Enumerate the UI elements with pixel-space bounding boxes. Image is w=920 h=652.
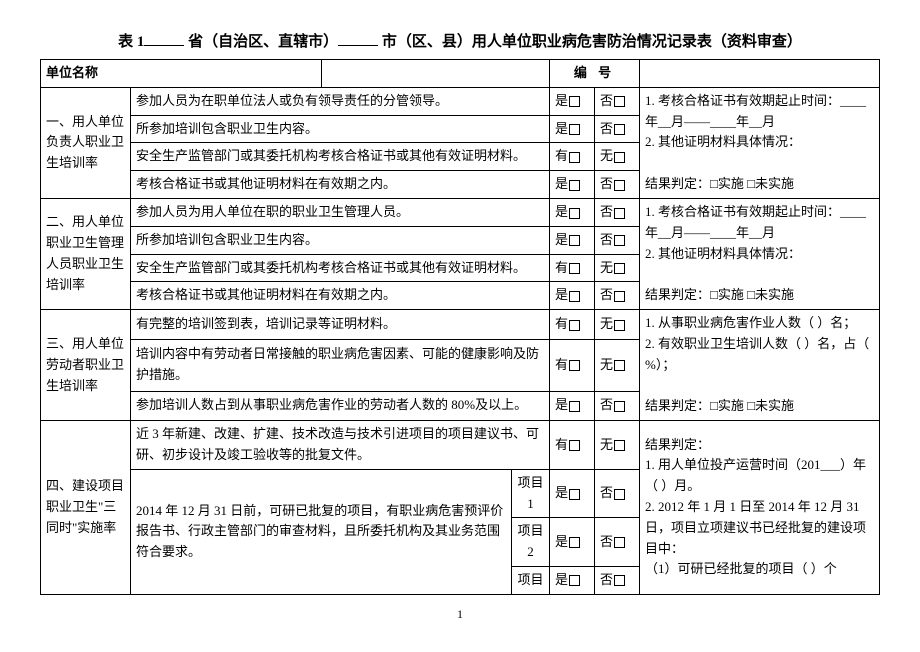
section-2-row-0: 参加人员为用人单位在职的职业卫生管理人员。: [131, 198, 550, 226]
checkbox-none[interactable]: 无: [595, 254, 640, 282]
checkbox-none[interactable]: 无: [595, 421, 640, 470]
checkbox-no[interactable]: 否: [595, 198, 640, 226]
header-serial: 编 号: [550, 60, 640, 88]
section-3-row-0: 有完整的培训签到表，培训记录等证明材料。: [131, 310, 550, 340]
checkbox-have[interactable]: 有: [550, 421, 595, 470]
section-1-result: 1. 考核合格证书有效期起止时间：____年__月——____年__月 2. 其…: [640, 87, 880, 198]
checkbox-yes[interactable]: 是: [550, 115, 595, 143]
checkbox-have[interactable]: 有: [550, 339, 595, 391]
section-1-row-1: 所参加培训包含职业卫生内容。: [131, 115, 550, 143]
proj-blank-label: 项目: [512, 566, 550, 594]
checkbox-have[interactable]: 有: [550, 310, 595, 340]
section-1-row-2: 安全生产监管部门或其委托机构考核合格证书或其他有效证明材料。: [131, 143, 550, 171]
section-4-row-1: 2014 年 12 月 31 日前，可研已批复的项目，有职业病危害预评价报告书、…: [131, 469, 512, 594]
section-3-result: 1. 从事职业病危害作业人数（ ）名； 2. 有效职业卫生培训人数（ ）名，占（…: [640, 310, 880, 421]
checkbox-no[interactable]: 否: [595, 87, 640, 115]
checkbox-no[interactable]: 否: [595, 115, 640, 143]
section-4-result: 结果判定： 1. 用人单位投产运营时间（201___）年（ ）月。 2. 201…: [640, 421, 880, 595]
checkbox-have[interactable]: 有: [550, 143, 595, 171]
section-3-name: 三、用人单位劳动者职业卫生培训率: [41, 310, 131, 421]
checkbox-yes[interactable]: 是: [550, 226, 595, 254]
page-title: 表 1 省（自治区、直辖市） 市（区、县）用人单位职业病危害防治情况记录表（资料…: [40, 30, 880, 51]
header-unit-name: 单位名称: [41, 60, 322, 88]
proj-2-label: 项目2: [512, 518, 550, 567]
section-4-name: 四、建设项目职业卫生"三同时"实施率: [41, 421, 131, 595]
checkbox-no[interactable]: 否: [595, 226, 640, 254]
section-2-name: 二、用人单位职业卫生管理人员职业卫生培训率: [41, 198, 131, 309]
header-blank: [321, 60, 550, 88]
section-2-result: 1. 考核合格证书有效期起止时间：____年__月——____年__月 2. 其…: [640, 198, 880, 309]
section-1-name: 一、用人单位负责人职业卫生培训率: [41, 87, 131, 198]
checkbox-yes[interactable]: 是: [550, 171, 595, 199]
section-4-row-0: 近 3 年新建、改建、扩建、技术改造与技术引进项目的项目建议书、可研、初步设计及…: [131, 421, 550, 470]
section-1-row-0: 参加人员为在职单位法人或负有领导责任的分管领导。: [131, 87, 550, 115]
checkbox-none[interactable]: 无: [595, 310, 640, 340]
checkbox-yes[interactable]: 是: [550, 566, 595, 594]
header-blank2: [640, 60, 880, 88]
section-1-row-3: 考核合格证书或其他证明材料在有效期之内。: [131, 171, 550, 199]
checkbox-no[interactable]: 否: [595, 171, 640, 199]
checkbox-none[interactable]: 无: [595, 143, 640, 171]
checkbox-have[interactable]: 有: [550, 254, 595, 282]
checkbox-no[interactable]: 否: [595, 282, 640, 310]
checkbox-no[interactable]: 否: [595, 566, 640, 594]
checkbox-yes[interactable]: 是: [550, 87, 595, 115]
checkbox-none[interactable]: 无: [595, 339, 640, 391]
checkbox-no[interactable]: 否: [595, 469, 640, 518]
checkbox-yes[interactable]: 是: [550, 282, 595, 310]
section-2-row-3: 考核合格证书或其他证明材料在有效期之内。: [131, 282, 550, 310]
section-2-row-1: 所参加培训包含职业卫生内容。: [131, 226, 550, 254]
checkbox-yes[interactable]: 是: [550, 518, 595, 567]
proj-1-label: 项目1: [512, 469, 550, 518]
checkbox-yes[interactable]: 是: [550, 198, 595, 226]
checkbox-yes[interactable]: 是: [550, 391, 595, 421]
record-table: 单位名称 编 号 一、用人单位负责人职业卫生培训率 参加人员为在职单位法人或负有…: [40, 59, 880, 595]
section-2-row-2: 安全生产监管部门或其委托机构考核合格证书或其他有效证明材料。: [131, 254, 550, 282]
checkbox-no[interactable]: 否: [595, 518, 640, 567]
page-number: 1: [40, 607, 880, 622]
section-3-row-2: 参加培训人数占到从事职业病危害作业的劳动者人数的 80%及以上。: [131, 391, 550, 421]
checkbox-yes[interactable]: 是: [550, 469, 595, 518]
section-3-row-1: 培训内容中有劳动者日常接触的职业病危害因素、可能的健康影响及防护措施。: [131, 339, 550, 391]
checkbox-no[interactable]: 否: [595, 391, 640, 421]
